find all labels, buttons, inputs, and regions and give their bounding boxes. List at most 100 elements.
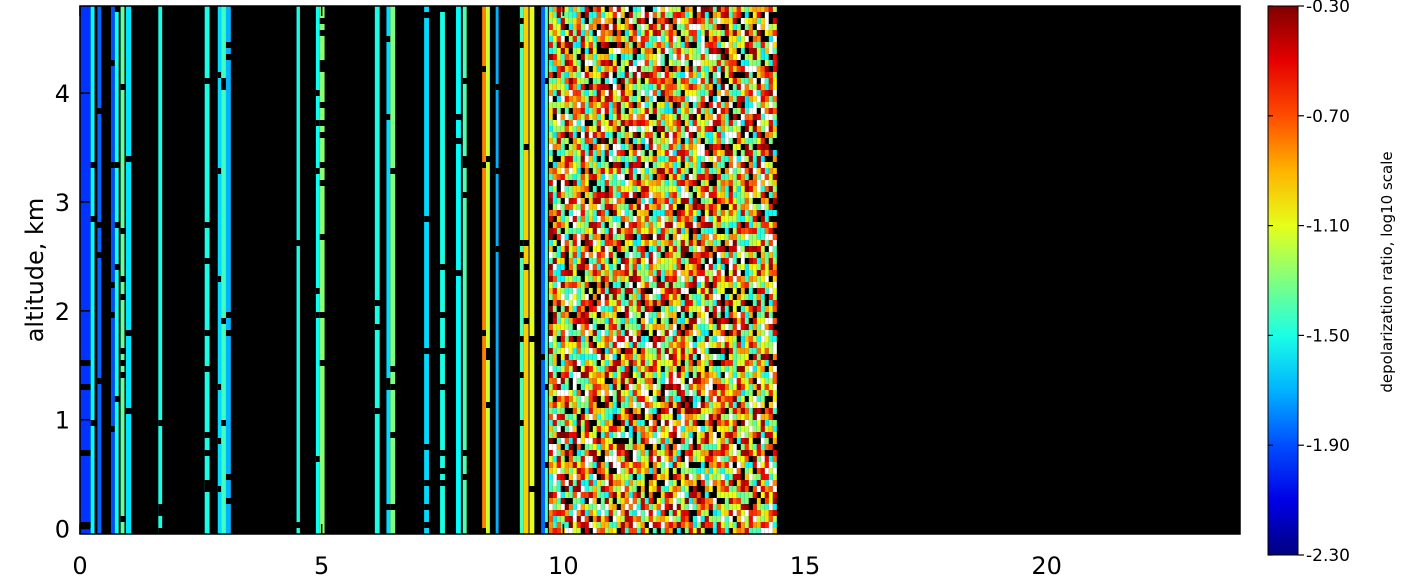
noise-cell (636, 522, 641, 528)
noise-cell (580, 168, 585, 174)
noise-cell (584, 330, 589, 336)
noise-cell (736, 486, 741, 492)
noise-cell (584, 468, 589, 474)
noise-cell (584, 162, 589, 168)
noise-cell (656, 276, 661, 282)
noise-cell (564, 192, 569, 198)
noise-cell (572, 516, 577, 522)
noise-cell (748, 390, 753, 396)
noise-cell (696, 516, 701, 522)
noise-cell (628, 168, 633, 174)
noise-cell (732, 12, 737, 18)
noise-cell (712, 48, 717, 54)
noise-cell (548, 228, 553, 234)
noise-cell (736, 396, 741, 402)
noise-cell (752, 222, 757, 228)
noise-cell (612, 96, 617, 102)
noise-cell (620, 300, 625, 306)
noise-cell (692, 78, 697, 84)
noise-cell (592, 294, 597, 300)
noise-cell (588, 234, 593, 240)
noise-cell (732, 72, 737, 78)
noise-cell (588, 264, 593, 270)
noise-cell (712, 30, 717, 36)
noise-cell (580, 420, 585, 426)
noise-cell (608, 234, 613, 240)
noise-cell (636, 198, 641, 204)
noise-cell (580, 396, 585, 402)
noise-cell (612, 126, 617, 132)
noise-cell (608, 198, 613, 204)
noise-cell (572, 150, 577, 156)
noise-cell (568, 72, 573, 78)
noise-cell (752, 198, 757, 204)
noise-cell (640, 372, 645, 378)
noise-cell (760, 510, 765, 516)
noise-cell (708, 480, 713, 486)
noise-cell (612, 498, 617, 504)
noise-cell (636, 234, 641, 240)
noise-cell (716, 270, 721, 276)
noise-cell (560, 324, 565, 330)
noise-cell (688, 486, 693, 492)
noise-cell (612, 210, 617, 216)
noise-cell (624, 270, 629, 276)
noise-cell (604, 450, 609, 456)
noise-cell (684, 108, 689, 114)
noise-cell (664, 258, 669, 264)
noise-cell (652, 522, 657, 528)
noise-cell (700, 54, 705, 60)
noise-cell (564, 462, 569, 468)
noise-cell (580, 402, 585, 408)
noise-cell (664, 516, 669, 522)
noise-cell (660, 438, 665, 444)
noise-cell (624, 288, 629, 294)
noise-cell (636, 126, 641, 132)
noise-cell (760, 48, 765, 54)
noise-cell (564, 384, 569, 390)
noise-cell (620, 402, 625, 408)
noise-cell (604, 60, 609, 66)
noise-cell (728, 138, 733, 144)
noise-cell (576, 504, 581, 510)
noise-cell (620, 18, 625, 24)
noise-cell (620, 282, 625, 288)
noise-cell (664, 276, 669, 282)
noise-cell (724, 60, 729, 66)
noise-cell (576, 240, 581, 246)
noise-cell (608, 372, 613, 378)
noise-cell (556, 300, 561, 306)
noise-cell (548, 132, 553, 138)
noise-cell (744, 36, 749, 42)
noise-cell (720, 252, 725, 258)
noise-cell (708, 492, 713, 498)
noise-cell (760, 468, 765, 474)
noise-cell (648, 348, 653, 354)
noise-cell (596, 336, 601, 342)
noise-cell (652, 426, 657, 432)
noise-cell (744, 444, 749, 450)
noise-cell (640, 504, 645, 510)
stripe (221, 6, 226, 534)
noise-cell (760, 192, 765, 198)
noise-cell (692, 30, 697, 36)
noise-cell (692, 180, 697, 186)
noise-cell (680, 390, 685, 396)
noise-cell (720, 60, 725, 66)
noise-cell (648, 162, 653, 168)
noise-cell (612, 348, 617, 354)
noise-cell (632, 108, 637, 114)
noise-cell (740, 450, 745, 456)
noise-cell (704, 378, 709, 384)
noise-cell (560, 30, 565, 36)
noise-cell (632, 378, 637, 384)
noise-cell (724, 48, 729, 54)
noise-cell (748, 402, 753, 408)
noise-cell (736, 30, 741, 36)
noise-cell (608, 318, 613, 324)
noise-cell (676, 402, 681, 408)
noise-cell (620, 342, 625, 348)
noise-cell (584, 18, 589, 24)
noise-cell (696, 522, 701, 528)
noise-cell (636, 84, 641, 90)
